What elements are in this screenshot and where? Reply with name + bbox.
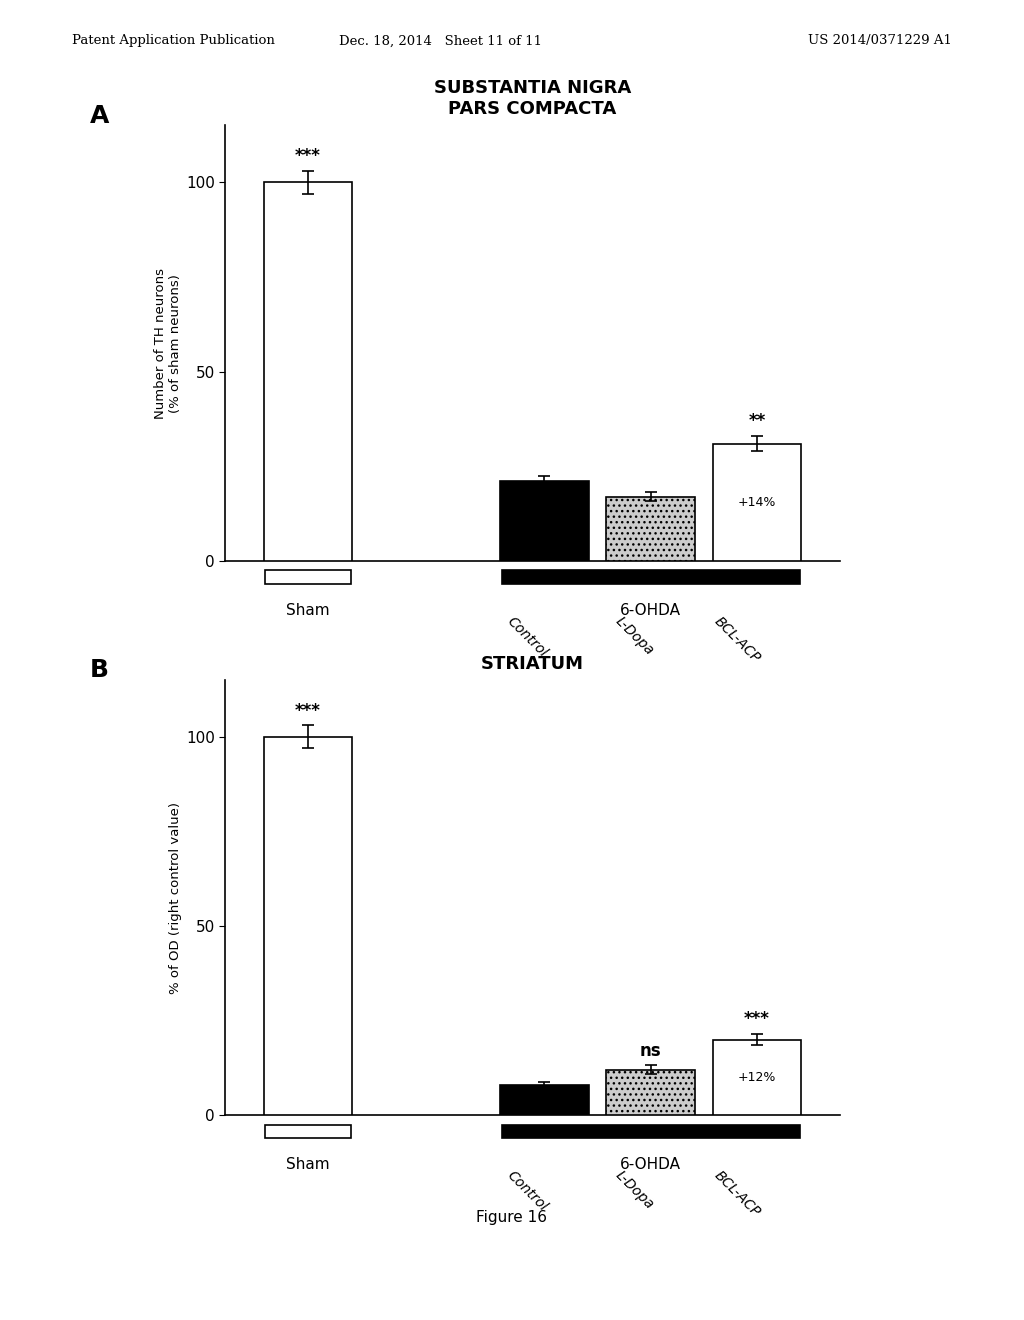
Text: ***: *** xyxy=(295,147,321,165)
Title: STRIATUM: STRIATUM xyxy=(481,655,584,673)
Text: L-Dopa: L-Dopa xyxy=(612,1168,656,1212)
Text: ***: *** xyxy=(295,701,321,719)
Bar xyxy=(265,1125,350,1138)
Bar xyxy=(502,1125,800,1138)
Bar xyxy=(713,444,801,561)
Text: BCL-ACP: BCL-ACP xyxy=(712,1168,763,1220)
Bar xyxy=(500,482,589,561)
Text: Control: Control xyxy=(505,1168,550,1214)
Text: Control: Control xyxy=(505,614,550,660)
Text: Patent Application Publication: Patent Application Publication xyxy=(72,34,274,48)
Bar xyxy=(606,1071,695,1115)
Bar xyxy=(265,570,350,583)
Text: **: ** xyxy=(749,412,766,430)
Bar xyxy=(263,182,352,561)
Y-axis label: % of OD (right control value): % of OD (right control value) xyxy=(169,801,182,994)
Y-axis label: Number of TH neurons
(% of sham neurons): Number of TH neurons (% of sham neurons) xyxy=(154,268,182,418)
Text: A: A xyxy=(90,103,110,128)
Text: BCL-ACP: BCL-ACP xyxy=(712,614,763,665)
Text: L-Dopa: L-Dopa xyxy=(612,614,656,657)
Text: +14%: +14% xyxy=(737,496,776,508)
Text: B: B xyxy=(90,659,110,682)
Bar xyxy=(502,570,800,583)
Bar xyxy=(500,1085,589,1115)
Text: Dec. 18, 2014   Sheet 11 of 11: Dec. 18, 2014 Sheet 11 of 11 xyxy=(339,34,542,48)
Bar xyxy=(713,1040,801,1115)
Bar xyxy=(606,496,695,561)
Text: US 2014/0371229 A1: US 2014/0371229 A1 xyxy=(808,34,952,48)
Text: Sham: Sham xyxy=(286,603,330,618)
Text: ns: ns xyxy=(640,1041,662,1060)
Text: Figure 16: Figure 16 xyxy=(476,1210,548,1225)
Title: SUBSTANTIA NIGRA
PARS COMPACTA: SUBSTANTIA NIGRA PARS COMPACTA xyxy=(434,79,631,119)
Text: 6-OHDA: 6-OHDA xyxy=(621,1158,681,1172)
Text: ***: *** xyxy=(744,1010,770,1028)
Text: Sham: Sham xyxy=(286,1158,330,1172)
Text: +12%: +12% xyxy=(737,1071,776,1084)
Bar xyxy=(263,737,352,1115)
Text: 6-OHDA: 6-OHDA xyxy=(621,603,681,618)
